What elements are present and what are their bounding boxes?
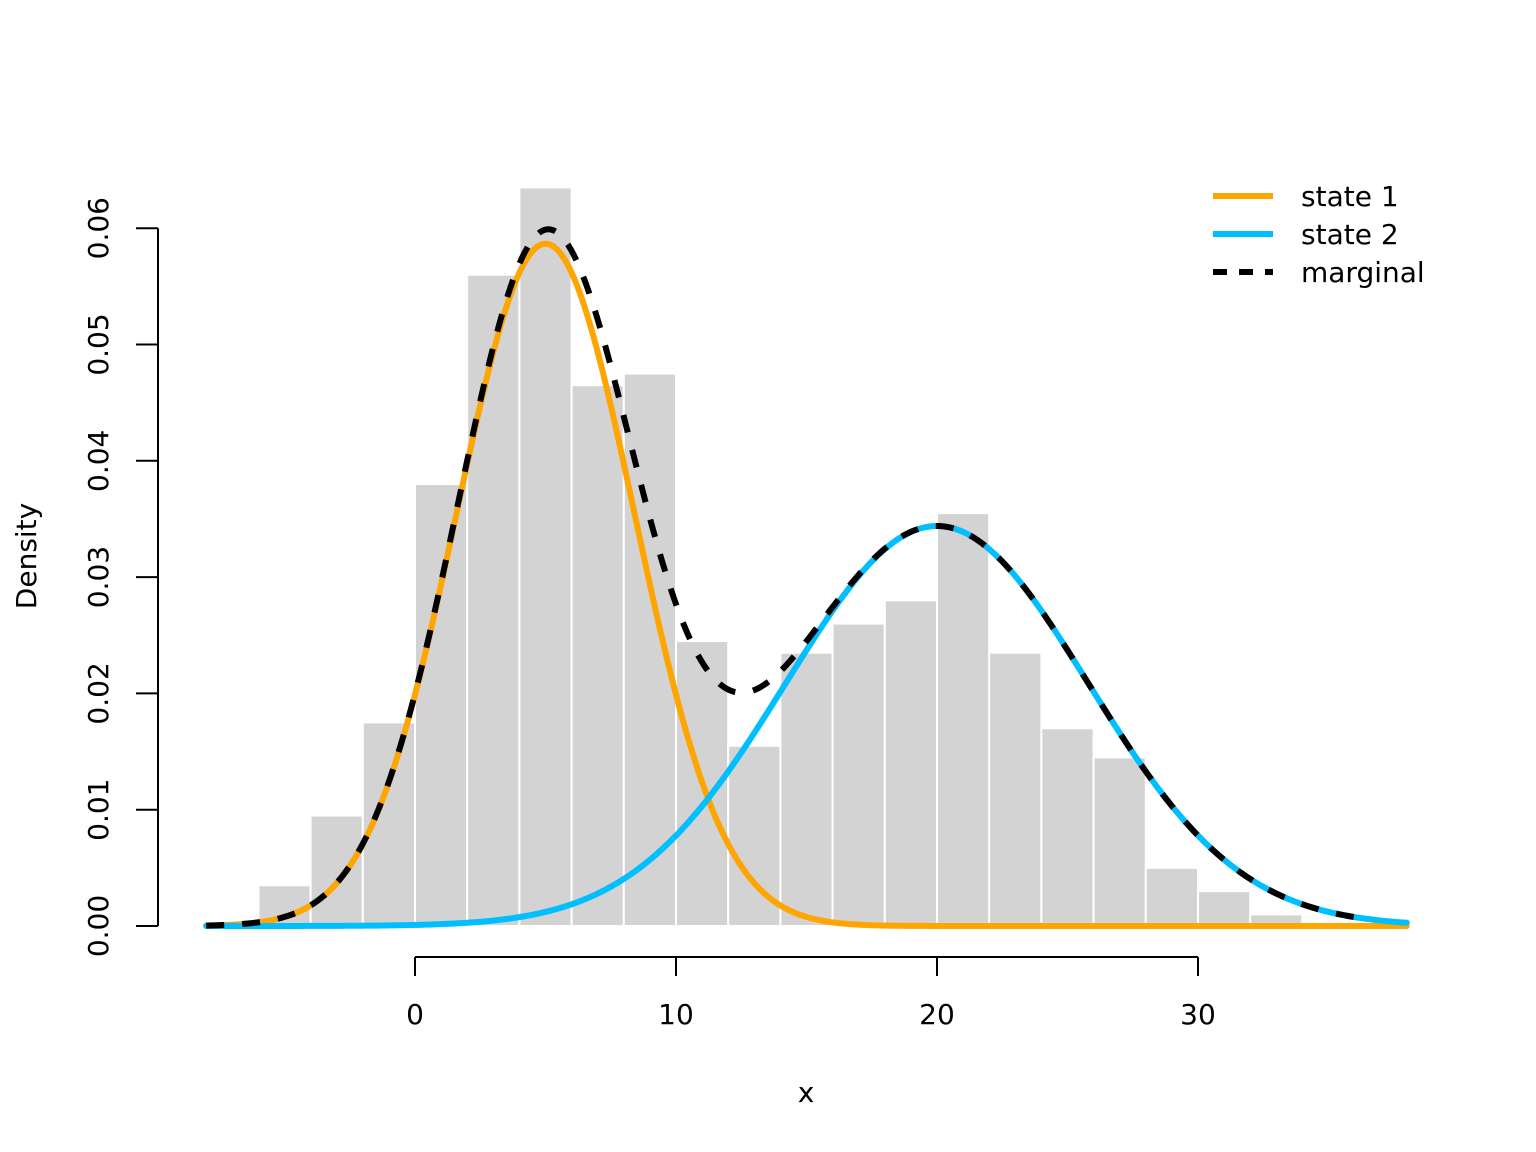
histogram-bar-11 bbox=[779, 651, 834, 927]
curve-marginal bbox=[206, 226, 1356, 929]
y-tick-label: 0.00 bbox=[82, 895, 115, 957]
legend-label: state 2 bbox=[1301, 218, 1399, 251]
histogram-bar-2 bbox=[309, 814, 364, 928]
curve-state-2 bbox=[203, 523, 1410, 929]
y-tick-label: 0.03 bbox=[82, 546, 115, 608]
histogram-bar-19 bbox=[1197, 890, 1252, 927]
x-tick-label: 10 bbox=[658, 998, 694, 1031]
y-tick-label: 0.04 bbox=[82, 430, 115, 492]
histogram-bar-16 bbox=[1040, 727, 1095, 927]
legend-label: state 1 bbox=[1301, 180, 1399, 213]
histogram-bar-18 bbox=[1144, 866, 1200, 927]
histogram-bar-12 bbox=[831, 622, 886, 927]
x-tick-label: 0 bbox=[406, 998, 424, 1031]
histogram-bar-5 bbox=[466, 273, 521, 928]
histogram-bars bbox=[257, 186, 1304, 928]
x-tick-label: 30 bbox=[1180, 998, 1216, 1031]
legend: state 1 state 2 marginal bbox=[1213, 180, 1425, 289]
y-tick-label: 0.02 bbox=[82, 662, 115, 724]
histogram-bar-6 bbox=[518, 186, 573, 927]
histogram-bar-15 bbox=[988, 651, 1043, 927]
x-axis-title: x bbox=[798, 1076, 815, 1109]
y-axis: 0.00 0.01 0.02 0.03 0.04 0.05 0.06 bbox=[82, 197, 159, 957]
histogram-bar-7 bbox=[570, 384, 625, 927]
density-curves bbox=[203, 226, 1410, 929]
y-tick-label: 0.05 bbox=[82, 313, 115, 375]
histogram-bar-13 bbox=[883, 599, 938, 927]
curve-state-1 bbox=[203, 240, 1410, 929]
x-tick-label: 20 bbox=[919, 998, 955, 1031]
histogram-bar-4 bbox=[414, 483, 469, 927]
y-tick-label: 0.06 bbox=[82, 197, 115, 259]
legend-label: marginal bbox=[1301, 256, 1425, 289]
histogram-bar-17 bbox=[1092, 756, 1147, 927]
histogram-bar-14 bbox=[936, 512, 991, 927]
y-axis-title: Density bbox=[10, 503, 43, 609]
x-axis: 0 10 20 30 bbox=[406, 956, 1216, 1031]
y-tick-label: 0.01 bbox=[82, 779, 115, 841]
